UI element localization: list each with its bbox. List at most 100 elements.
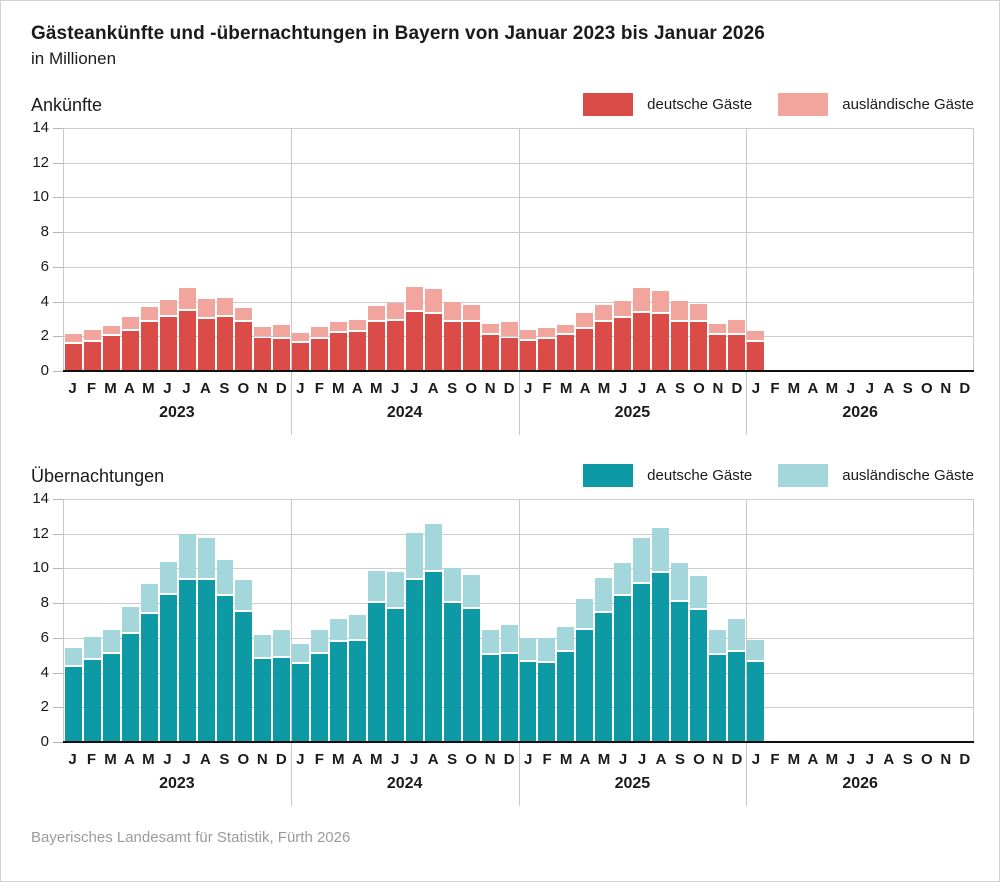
year-label-row: 2023 2024 2025 2026 bbox=[63, 404, 974, 428]
foreign-segment bbox=[424, 523, 442, 570]
bar-slot bbox=[197, 499, 216, 742]
foreign-segment bbox=[386, 303, 404, 319]
month-label: J bbox=[618, 751, 628, 768]
bar-slot bbox=[348, 128, 367, 371]
domestic-segment bbox=[273, 338, 291, 371]
stacked-bar bbox=[576, 599, 594, 742]
stacked-bar bbox=[746, 640, 764, 742]
bar-slot bbox=[575, 128, 594, 371]
foreign-segment bbox=[178, 288, 196, 310]
domestic-segment bbox=[65, 344, 82, 371]
bar-slot bbox=[803, 499, 822, 742]
bar-slot bbox=[840, 128, 859, 371]
stacked-bar bbox=[65, 334, 82, 371]
bar-slot bbox=[594, 499, 613, 742]
domestic-segment bbox=[65, 666, 82, 742]
stacked-bar bbox=[576, 313, 594, 371]
y-tick-mark bbox=[53, 707, 63, 709]
bar-slot bbox=[64, 499, 83, 742]
bar-slot bbox=[859, 128, 878, 371]
bar-slot bbox=[234, 499, 253, 742]
stacked-bar bbox=[273, 629, 291, 742]
year-label: 2025 bbox=[614, 404, 651, 421]
month-label: O bbox=[237, 380, 250, 397]
foreign-segment bbox=[102, 629, 120, 652]
month-label: A bbox=[427, 380, 439, 397]
month-label: D bbox=[959, 751, 971, 768]
month-label: D bbox=[503, 380, 515, 397]
foreign-segment bbox=[595, 304, 613, 320]
bar-slot bbox=[708, 128, 727, 371]
year-label: 2025 bbox=[614, 775, 651, 792]
domestic-segment bbox=[235, 611, 253, 742]
bars-layer bbox=[64, 499, 973, 742]
month-label: J bbox=[391, 380, 400, 397]
foreign-segment bbox=[557, 627, 575, 650]
month-label: N bbox=[940, 751, 952, 768]
domestic-segment bbox=[405, 579, 423, 742]
month-label: O bbox=[693, 380, 705, 397]
foreign-segment bbox=[311, 327, 329, 337]
month-label: J bbox=[182, 380, 191, 397]
month-label: F bbox=[542, 751, 552, 768]
domestic-segment bbox=[689, 610, 707, 742]
bar-slot bbox=[462, 499, 481, 742]
domestic-swatch-icon bbox=[583, 464, 634, 487]
domestic-segment bbox=[83, 659, 101, 742]
stacked-bar bbox=[273, 324, 291, 371]
bar-slot bbox=[253, 499, 272, 742]
domestic-segment bbox=[178, 311, 196, 371]
stacked-bar bbox=[386, 571, 404, 742]
domestic-segment bbox=[595, 321, 613, 371]
y-tick-mark bbox=[53, 533, 63, 535]
month-label: M bbox=[787, 380, 801, 397]
month-label: M bbox=[825, 380, 839, 397]
bar-slot bbox=[689, 499, 708, 742]
month-label: O bbox=[237, 751, 250, 768]
bars-layer bbox=[64, 128, 973, 371]
foreign-segment bbox=[481, 323, 499, 334]
month-label: J bbox=[163, 751, 172, 768]
bar-slot bbox=[64, 128, 83, 371]
stacked-bar bbox=[708, 629, 726, 742]
bar-slot bbox=[234, 128, 253, 371]
y-tick-mark bbox=[53, 603, 63, 605]
foreign-segment bbox=[159, 299, 177, 316]
domestic-segment bbox=[462, 609, 480, 742]
stacked-bar bbox=[500, 322, 518, 371]
legend-label: ausländische Gäste bbox=[842, 96, 974, 113]
foreign-segment bbox=[708, 323, 726, 333]
month-label: J bbox=[410, 751, 419, 768]
foreign-segment bbox=[519, 637, 537, 661]
month-label: S bbox=[902, 751, 913, 768]
bar-slot bbox=[272, 499, 291, 742]
y-tick-mark bbox=[53, 371, 63, 372]
domestic-segment bbox=[424, 571, 442, 742]
month-label: O bbox=[920, 751, 933, 768]
domestic-segment bbox=[292, 663, 310, 742]
domestic-segment bbox=[595, 612, 613, 742]
stacked-bar bbox=[595, 577, 613, 742]
domestic-segment bbox=[405, 312, 423, 371]
foreign-segment bbox=[652, 290, 669, 312]
foreign-segment bbox=[652, 528, 669, 571]
stacked-bar bbox=[614, 563, 632, 742]
stacked-bar bbox=[557, 627, 575, 742]
bar-slot bbox=[594, 128, 613, 371]
year-separator bbox=[518, 499, 520, 806]
month-label: A bbox=[199, 751, 211, 768]
domestic-segment bbox=[140, 613, 158, 742]
month-label: F bbox=[770, 751, 780, 768]
foreign-segment bbox=[159, 562, 177, 594]
foreign-segment bbox=[349, 319, 366, 330]
month-label: M bbox=[787, 751, 801, 768]
bar-slot bbox=[613, 128, 632, 371]
month-label: D bbox=[275, 380, 287, 397]
month-label: S bbox=[219, 751, 230, 768]
foreign-segment bbox=[216, 297, 234, 316]
stacked-bar bbox=[311, 327, 329, 371]
foreign-segment bbox=[538, 328, 556, 337]
month-label: J bbox=[391, 751, 400, 768]
bar-slot bbox=[329, 499, 348, 742]
